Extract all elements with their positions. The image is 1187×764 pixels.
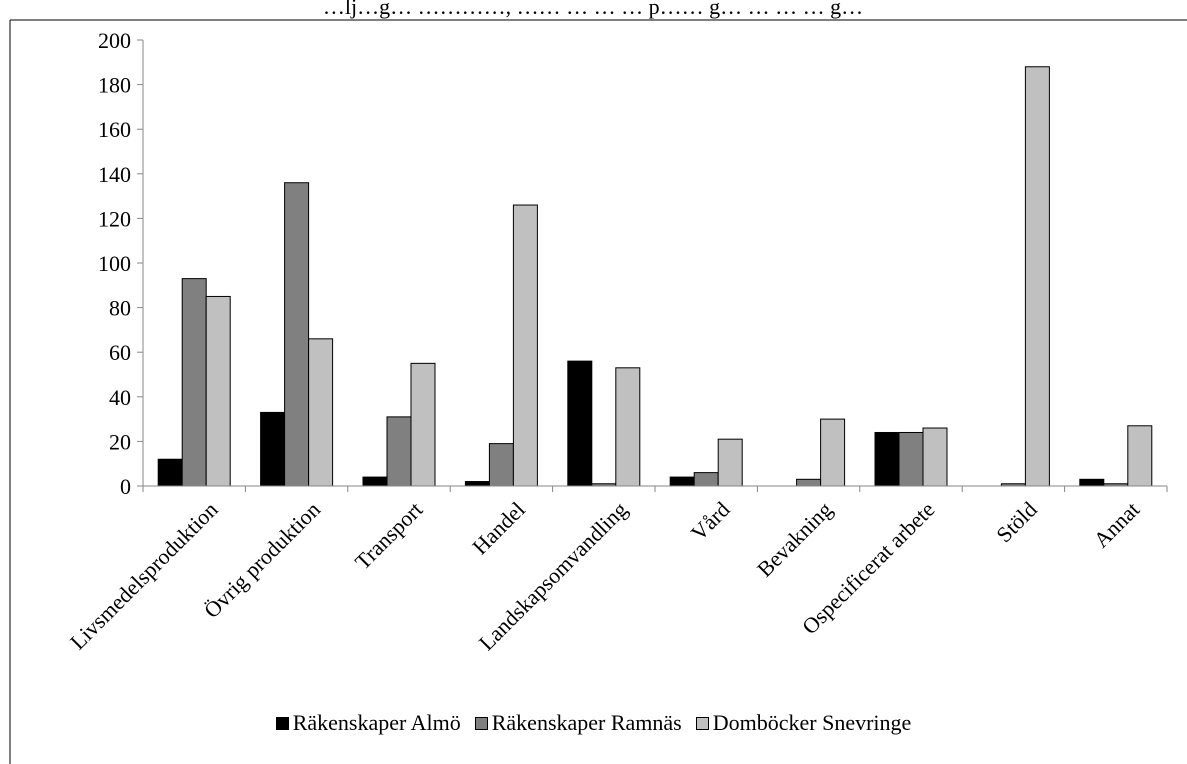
y-tick-label: 0 <box>120 474 131 499</box>
y-tick-label: 140 <box>98 162 131 187</box>
bar-2-8 <box>898 431 924 487</box>
y-tick-label: 60 <box>109 340 131 365</box>
bar-2-6 <box>693 472 719 487</box>
bar-3-2 <box>308 338 334 487</box>
y-tick-label: 40 <box>109 385 131 410</box>
x-tick-label: Vård <box>686 497 735 546</box>
x-tick-label: Livsmedelsproduktion <box>65 497 223 655</box>
bar-3-10 <box>1127 425 1153 487</box>
bar-1-5 <box>567 360 593 487</box>
x-tick-label: Transport <box>350 497 428 575</box>
bar-3-4 <box>512 204 538 487</box>
bar-3-6 <box>717 438 743 487</box>
bar-3-3 <box>410 362 436 487</box>
legend-item: Domböcker Snevringe <box>695 710 912 736</box>
y-tick-label: 100 <box>98 251 131 276</box>
bar-3-8 <box>922 427 948 487</box>
legend-item: Räkenskaper Almö <box>275 710 461 736</box>
bar-2-1 <box>181 278 207 487</box>
bar-3-9 <box>1024 66 1050 487</box>
legend-label: Räkenskaper Almö <box>292 710 461 735</box>
legend-label: Domböcker Snevringe <box>712 710 912 735</box>
bar-2-2 <box>284 182 310 487</box>
legend-swatch <box>474 716 488 730</box>
x-tick-label: Bevakning <box>752 497 837 582</box>
x-tick-label: Handel <box>467 497 530 560</box>
bar-3-7 <box>820 418 846 487</box>
bar-3-1 <box>205 295 231 487</box>
legend-label: Räkenskaper Ramnäs <box>491 710 682 735</box>
bar-1-10 <box>1079 478 1105 487</box>
y-tick-label: 20 <box>109 429 131 454</box>
bar-3-5 <box>615 367 641 487</box>
bar-1-2 <box>260 411 286 487</box>
y-tick-label: 120 <box>98 206 131 231</box>
legend-item: Räkenskaper Ramnäs <box>474 710 682 736</box>
bar-1-3 <box>362 476 388 487</box>
bar-2-3 <box>386 416 412 487</box>
y-tick-label: 180 <box>98 73 131 98</box>
y-tick-label: 160 <box>98 117 131 142</box>
bar-2-7 <box>796 478 822 487</box>
bar-1-8 <box>874 431 900 487</box>
x-tick-label: Annat <box>1089 497 1145 553</box>
bars <box>157 66 1153 487</box>
bar-1-6 <box>669 476 695 487</box>
bar-2-4 <box>488 443 514 487</box>
y-axis: 0 20 40 60 80 100 120 140 160 180 200 <box>98 28 144 499</box>
chart-header-text: …lj…g… …………, …… … … … p…… g… … … … g… <box>323 0 863 19</box>
bar-1-4 <box>464 481 490 487</box>
legend-swatch <box>275 716 289 730</box>
x-tick-label: Stöld <box>991 497 1042 548</box>
bar-1-1 <box>157 458 183 487</box>
legend-swatch <box>695 716 709 730</box>
legend: Räkenskaper Almö Räkenskaper Ramnäs Domböc… <box>0 708 1187 738</box>
y-tick-label: 200 <box>98 28 131 53</box>
y-tick-label: 80 <box>109 296 131 321</box>
